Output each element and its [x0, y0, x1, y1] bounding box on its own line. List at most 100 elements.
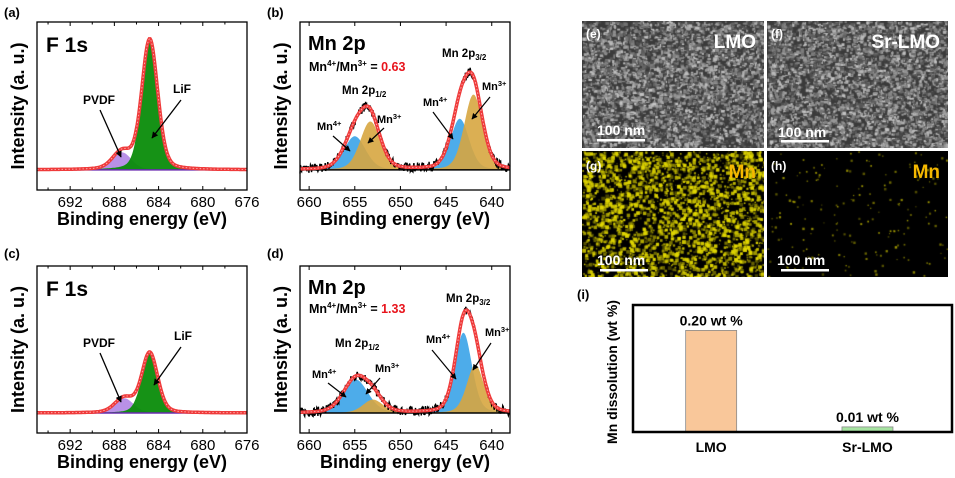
label-mn2p12-d: Mn 2p1/2 [335, 338, 380, 352]
panel-label-h: (h) [771, 159, 786, 173]
annotation-pvdf-c: PVDF [83, 336, 115, 350]
x-tick-label: 660 [297, 437, 322, 454]
x-tick-label: 650 [388, 194, 413, 211]
image-label-mn-h: Mn [913, 162, 940, 183]
arrow-pvdf-a [99, 109, 122, 158]
image-label-sr-lmo: Sr-LMO [871, 32, 940, 53]
sem-image-lmo [582, 21, 764, 148]
y-axis-label: Intensity (a. u.) [8, 286, 28, 413]
x-tick-label: 684 [146, 194, 171, 211]
panel-label-i: (i) [577, 287, 589, 302]
x-tick-label: 676 [234, 194, 259, 211]
label-mn2p12-b: Mn 2p1/2 [342, 85, 387, 99]
panel-title-b: Mn 2p [308, 33, 366, 55]
xps-panel-a-f1s: 692 688 684 680 676 Binding energy (eV) Intens… [8, 21, 260, 229]
bar-data-label: 0.01 wt % [836, 409, 900, 425]
x-tick-label: 645 [434, 437, 459, 454]
arrow-mn4-b1 [332, 135, 351, 152]
annotation-lif-c: LiF [174, 329, 192, 343]
panel-label-c: (c) [4, 246, 20, 261]
envelope-fit-line [300, 70, 511, 171]
panel-title-d: Mn 2p [308, 277, 366, 299]
bar-lmo [685, 329, 738, 433]
xps-panel-c-f1s: 692 688 684 680 676 Binding energy (eV) Intens… [8, 265, 260, 472]
envelope-markers [300, 309, 510, 413]
image-label-lmo: LMO [714, 32, 756, 53]
x-tick-label: 680 [190, 437, 215, 454]
plot-frame [36, 21, 248, 191]
y-axis-label: Intensity (a. u.) [271, 42, 291, 169]
panel-label-a: (a) [4, 5, 20, 20]
panel-label-e: (e) [586, 27, 601, 41]
envelope-fit-line [37, 37, 247, 172]
eds-map-sr-lmo-mn [767, 151, 948, 277]
ratio-label-b: Mn4+/Mn3+ = 0.63 [309, 59, 405, 74]
x-tick-label: 684 [146, 437, 171, 454]
annotation-lif-a: LiF [173, 82, 191, 96]
label-mn3-b1: Mn3+ [377, 112, 402, 126]
panel-label-g: (g) [586, 159, 601, 173]
x-tick-label: 688 [102, 437, 127, 454]
x-tick-label: 688 [102, 194, 127, 211]
x-tick-label: 650 [388, 437, 413, 454]
envelope-fit-line [37, 350, 247, 415]
x-tick-label: 692 [58, 194, 83, 211]
x-tick-label: 676 [234, 437, 259, 454]
bar-y-axis-label: Mn dissolution (wt %) [604, 300, 620, 444]
label-mn3-d1: Mn3+ [375, 361, 400, 375]
bar-data-label: 0.20 wt % [680, 312, 744, 328]
image-label-mn-g: Mn [729, 162, 756, 183]
scale-bar-label-f: 100 nm [778, 124, 826, 140]
x-category-label: Sr-LMO [842, 439, 893, 455]
x-tick-label: 692 [58, 437, 83, 454]
arrow-mn4-d1 [327, 382, 347, 398]
y-axis-label: Intensity (a. u.) [8, 42, 28, 169]
plot-frame [299, 21, 511, 191]
x-tick-label: 680 [190, 194, 215, 211]
bar-chart-mn-dissolution: 0.20 wt % LMO 0.01 wt % Sr-LMO [631, 303, 954, 455]
component-mn3plus-area [300, 364, 510, 413]
scale-bar-f [781, 140, 829, 143]
plot-frame [36, 265, 248, 434]
x-axis-label: Binding energy (eV) [320, 452, 490, 472]
annotation-pvdf-a: PVDF [83, 93, 115, 107]
x-axis-label: Binding energy (eV) [57, 209, 227, 229]
label-mn4-b1: Mn4+ [317, 119, 342, 133]
panel-label-f: (f) [771, 27, 783, 41]
arrow-mn4-d2 [431, 349, 457, 380]
scale-bar-label-h: 100 nm [777, 252, 825, 268]
component-mn4plus-area [300, 379, 510, 413]
image-overlays: (e) LMO 100 nm (f) Sr-LMO 100 nm (g) Mn … [586, 27, 940, 272]
arrow-mn3-b1 [367, 127, 385, 144]
x-tick-label: 655 [342, 194, 367, 211]
x-tick-label: 660 [297, 194, 322, 211]
scale-bar-g [600, 269, 648, 272]
label-mn2p32-d: Mn 2p3/2 [446, 293, 491, 307]
arrow-lif-c [153, 346, 182, 386]
plot-frame [299, 265, 511, 434]
component-lif-area [37, 352, 247, 413]
bar-plot-frame [631, 303, 954, 434]
label-mn3-d2: Mn3+ [485, 325, 510, 339]
label-mn4-d2: Mn4+ [426, 332, 451, 346]
label-mn2p32-b: Mn 2p3/2 [442, 48, 487, 62]
scale-bar-e [597, 139, 645, 142]
label-mn3-b2: Mn3+ [482, 79, 507, 93]
ratio-label-d: Mn4+/Mn3+ = 1.33 [309, 301, 405, 316]
x-tick-label: 640 [479, 437, 504, 454]
ratio-value-b: 0.63 [381, 60, 405, 74]
scale-bar-label-g: 100 nm [597, 252, 645, 268]
arrow-lif-a [151, 99, 182, 139]
x-category-label: LMO [696, 439, 727, 455]
panel-label-d: (d) [267, 246, 284, 261]
arrow-mn4-b2 [432, 111, 454, 140]
arrow-mn3-b2 [471, 96, 491, 120]
x-axis-label: Binding energy (eV) [320, 209, 490, 229]
arrow-mn3-d1 [365, 377, 381, 395]
scale-bar-h [781, 269, 829, 272]
ratio-value-d: 1.33 [381, 302, 405, 316]
y-axis-label: Intensity (a. u.) [271, 286, 291, 413]
